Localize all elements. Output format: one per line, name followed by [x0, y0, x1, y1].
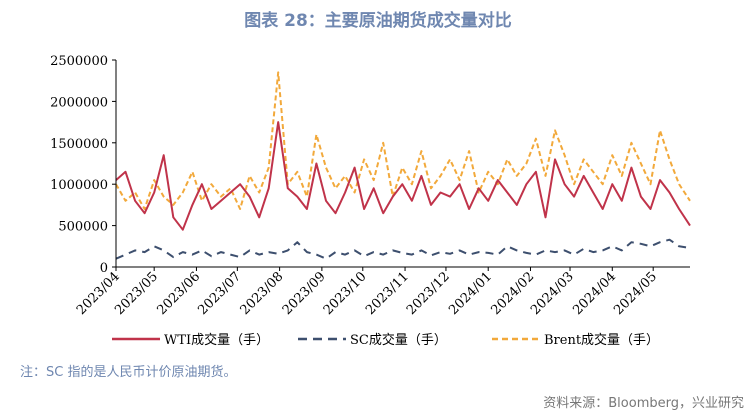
y-tick-label: 2000000	[50, 95, 108, 110]
x-tick-label: 2024/03	[528, 269, 577, 318]
x-tick-label: 2023/10	[321, 269, 370, 318]
y-tick-label: 500000	[58, 220, 108, 235]
series-lines	[115, 71, 691, 260]
series-line-brent	[115, 71, 691, 210]
x-tick-label: 2024/05	[611, 269, 660, 318]
series-line-sc	[115, 238, 691, 260]
y-axis-ticks: 2500000 2000000 1500000 1000000 500000 0	[50, 54, 116, 276]
footnote: 注：SC 指的是人民币计价原油期货。	[20, 365, 237, 380]
y-tick-label: 1000000	[50, 178, 108, 193]
source-credit: 资料来源：Bloomberg，兴业研究	[543, 396, 744, 411]
x-tick-label: 2023/06	[154, 269, 203, 318]
legend-item-brent: Brent成交量（手）	[492, 332, 659, 348]
x-tick-label: 2023/08	[238, 269, 287, 318]
legend: WTI成交量（手） SC成交量（手） Brent成交量（手）	[112, 332, 659, 348]
x-axis-ticks: 2023/042023/052023/062023/072023/082023/…	[74, 267, 660, 318]
series-line-wti	[115, 121, 691, 231]
x-tick-label: 2024/04	[570, 269, 619, 318]
y-tick-label: 0	[100, 261, 108, 276]
x-tick-label: 2024/01	[446, 269, 495, 318]
legend-item-sc: SC成交量（手）	[298, 332, 447, 348]
legend-item-wti: WTI成交量（手）	[112, 332, 269, 348]
legend-label-wti: WTI成交量（手）	[164, 332, 269, 348]
legend-label-sc: SC成交量（手）	[350, 332, 447, 348]
x-tick-label: 2023/09	[280, 269, 329, 318]
y-tick-label: 2500000	[50, 54, 108, 69]
x-tick-label: 2023/07	[195, 269, 244, 318]
x-tick-label: 2023/12	[404, 269, 453, 318]
x-tick-label: 2023/11	[363, 269, 412, 318]
y-tick-label: 1500000	[50, 137, 108, 152]
chart-title: 图表 28：主要原油期货成交量对比	[244, 11, 512, 31]
legend-label-brent: Brent成交量（手）	[544, 332, 659, 348]
